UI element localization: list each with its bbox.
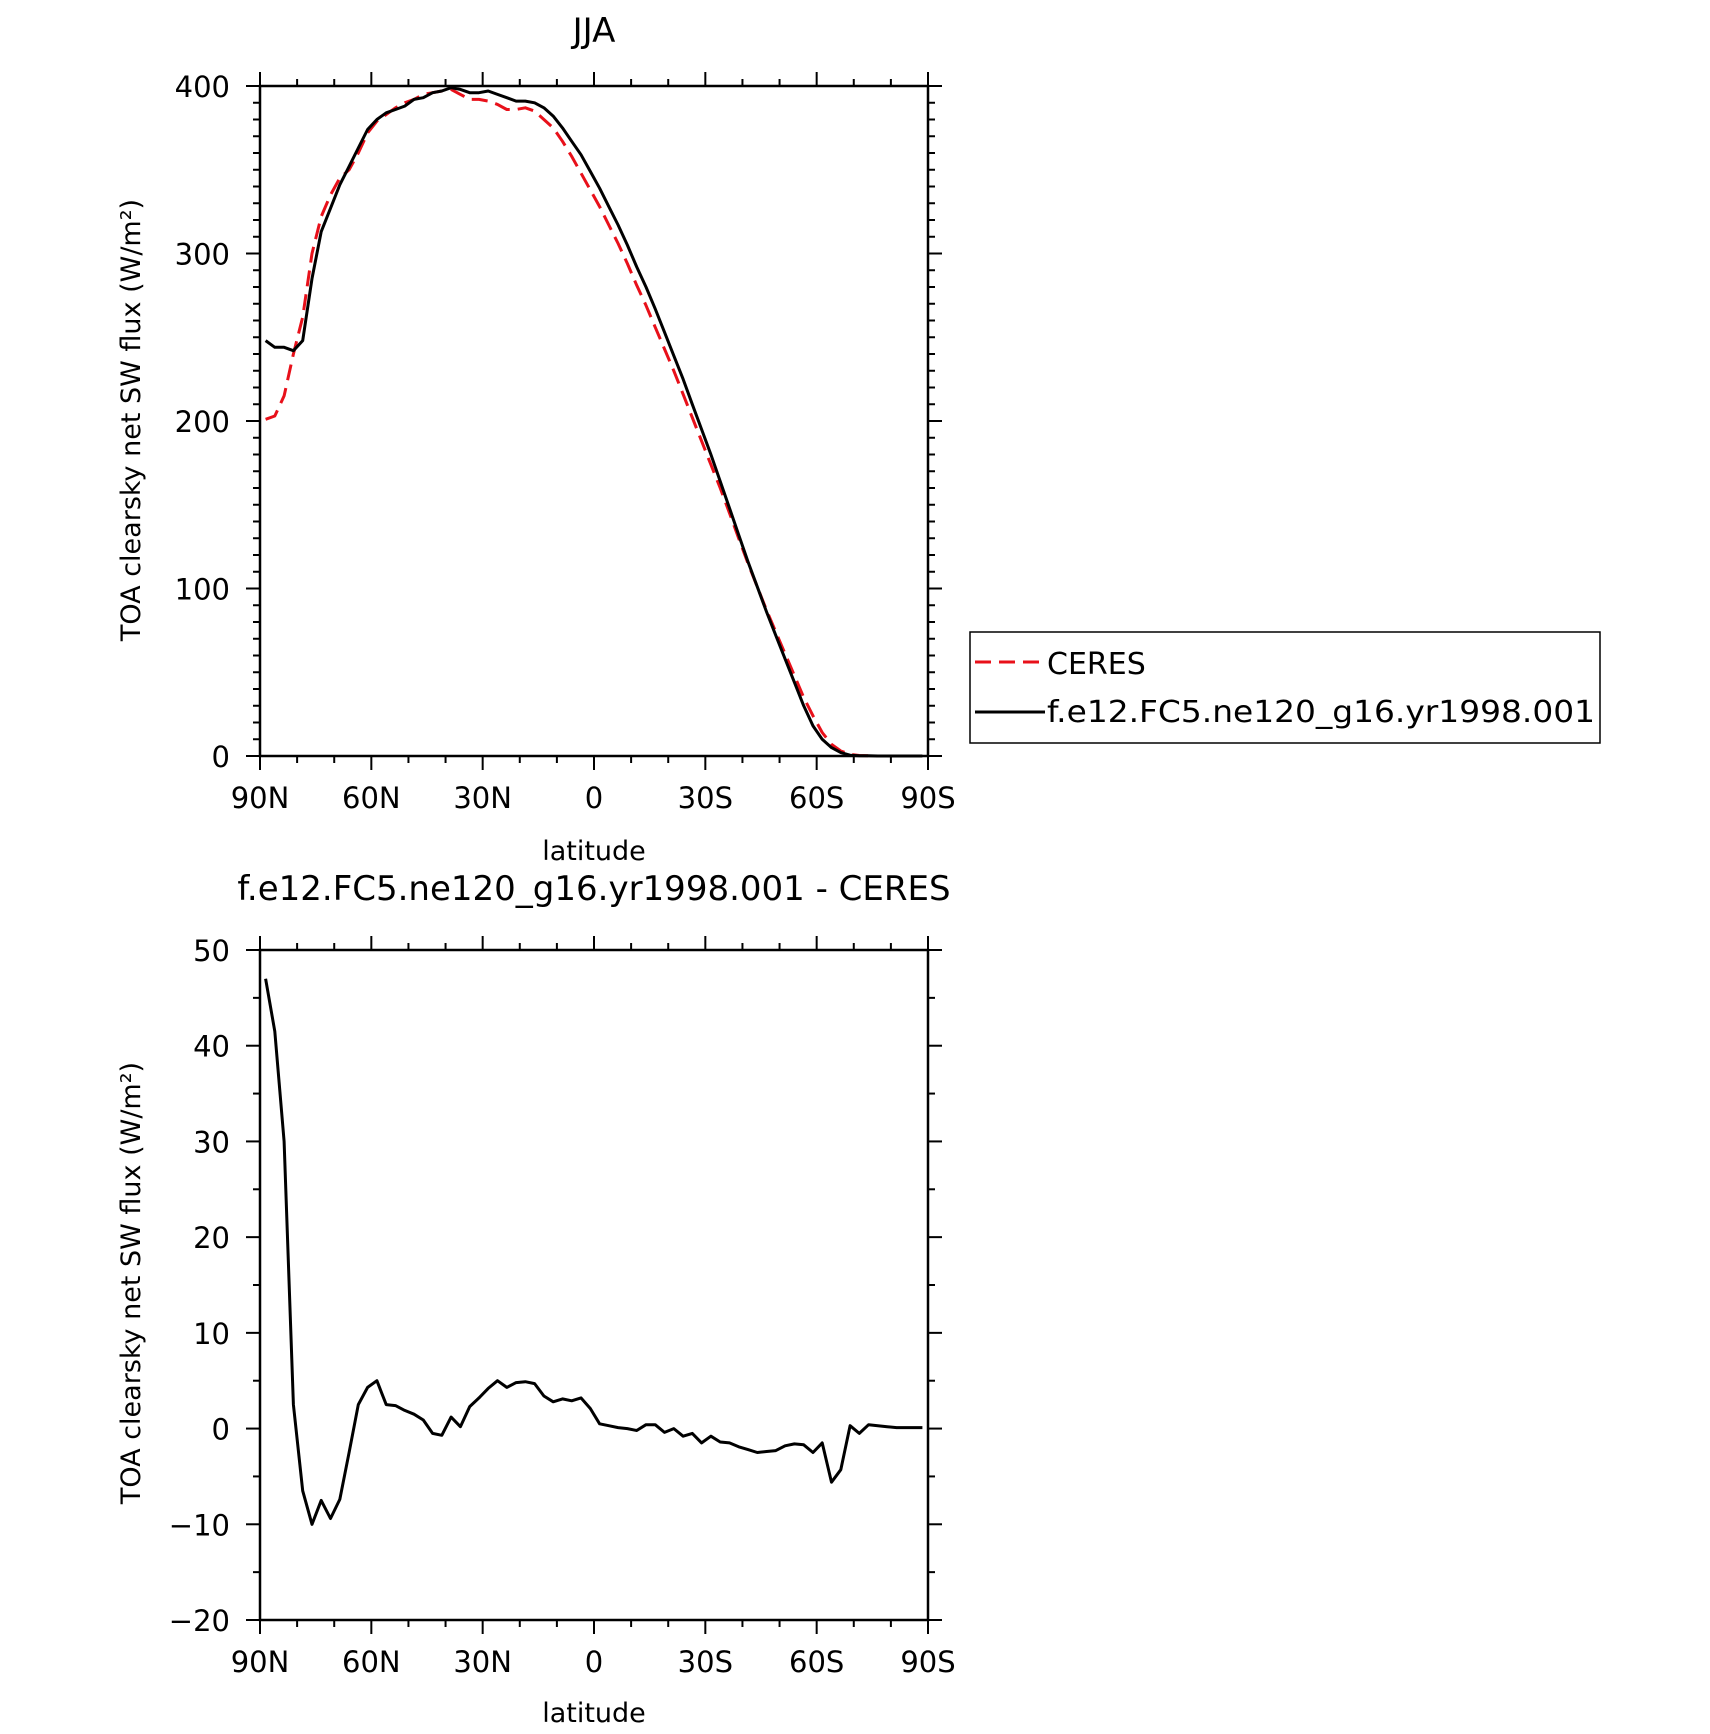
x-tick-label: 30S: [678, 1645, 733, 1679]
x-tick-label: 90N: [231, 781, 290, 815]
top-panel-tick-labels: 90N 60N 30N 0 30S 60S 90S 0 100 200 300 400: [175, 70, 956, 815]
y-tick-label: 50: [193, 934, 230, 968]
bottom-panel-tick-labels: 90N 60N 30N 0 30S 60S 90S −20 −10 0 10 20 30 40 50: [169, 934, 956, 1679]
top-panel: JJA 90N 60N 30N 0 30S 60S 90S 0 100 200 300 400 lat…: [116, 11, 1601, 867]
y-tick-label: 300: [175, 238, 230, 272]
x-tick-label: 0: [585, 781, 603, 815]
x-tick-label: 30N: [453, 781, 512, 815]
x-tick-label: 30S: [678, 781, 733, 815]
top-panel-y-axis-title: TOA clearsky net SW flux (W/m²): [116, 199, 147, 642]
bottom-panel-ticks: [246, 936, 942, 1634]
bottom-panel: f.e12.FC5.ne120_g16.yr1998.001 - CERES 9…: [116, 869, 956, 1729]
legend-box: [969, 631, 1601, 744]
x-tick-label: 90S: [900, 1645, 955, 1679]
y-tick-label: 30: [193, 1125, 230, 1159]
x-tick-label: 60N: [342, 1645, 401, 1679]
top-panel-title: JJA: [571, 11, 616, 51]
series-line-difference: [264, 978, 923, 1526]
bottom-panel-plot-frame: [258, 948, 930, 1622]
y-tick-label: −20: [169, 1604, 230, 1638]
y-tick-label: 0: [212, 1413, 230, 1447]
bottom-panel-y-axis-title: TOA clearsky net SW flux (W/m²): [116, 1062, 147, 1505]
x-tick-label: 90S: [900, 781, 955, 815]
x-tick-label: 60S: [789, 1645, 844, 1679]
y-tick-label: 100: [175, 573, 230, 607]
y-tick-label: −10: [169, 1508, 230, 1542]
x-tick-label: 60N: [342, 781, 401, 815]
legend-label-model: f.e12.FC5.ne120_g16.yr1998.001: [1047, 695, 1595, 730]
y-tick-label: 0: [212, 740, 230, 774]
y-tick-label: 20: [193, 1221, 230, 1255]
top-panel-series: [264, 86, 923, 758]
y-tick-label: 400: [175, 70, 230, 104]
y-tick-label: 200: [175, 405, 230, 439]
x-tick-label: 90N: [231, 1645, 290, 1679]
series-line-ceres: [265, 87, 923, 758]
legend: CERES f.e12.FC5.ne120_g16.yr1998.001: [969, 631, 1601, 744]
bottom-panel-x-axis-title: latitude: [542, 1698, 646, 1729]
y-tick-label: 40: [193, 1030, 230, 1064]
x-tick-label: 0: [585, 1645, 603, 1679]
series-line-model: [264, 86, 923, 758]
y-tick-label: 10: [193, 1317, 230, 1351]
top-panel-plot-frame: [258, 84, 930, 758]
x-tick-label: 30N: [453, 1645, 512, 1679]
bottom-panel-title: f.e12.FC5.ne120_g16.yr1998.001 - CERES: [237, 869, 950, 909]
legend-label-ceres: CERES: [1047, 647, 1146, 682]
top-panel-x-axis-title: latitude: [542, 836, 646, 867]
x-tick-label: 60S: [789, 781, 844, 815]
bottom-panel-series: [264, 978, 923, 1526]
